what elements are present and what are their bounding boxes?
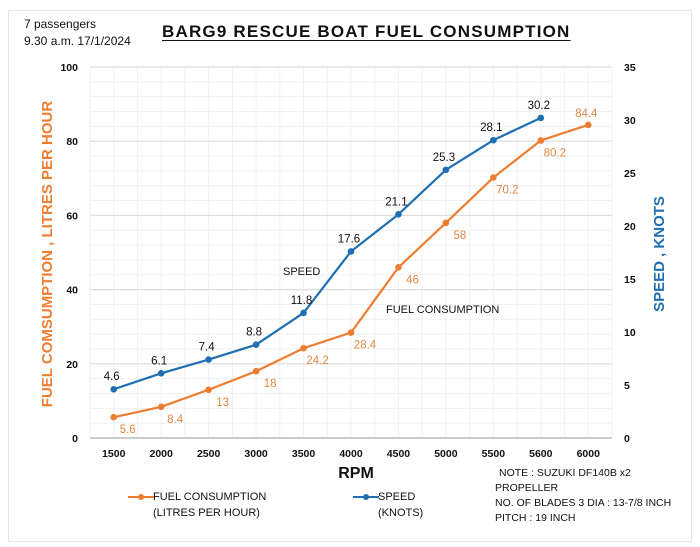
x-tick-label: 3500 <box>292 448 316 460</box>
data-point-fuel <box>584 121 592 129</box>
data-label-speed: 25.3 <box>433 152 455 164</box>
chart-frame <box>8 10 692 542</box>
data-label-speed: 7.4 <box>199 342 216 354</box>
data-label-speed: 8.8 <box>246 327 262 339</box>
data-point-speed <box>205 356 212 363</box>
x-tick-label: 2000 <box>150 448 174 460</box>
series-layer <box>110 114 592 421</box>
date-time-label: 9.30 a.m. 17/1/2024 <box>24 34 131 48</box>
data-label-fuel: 5.6 <box>120 424 136 436</box>
y-right-tick-label: 15 <box>624 274 636 286</box>
data-point-speed <box>300 309 307 317</box>
data-label-speed: 4.6 <box>104 371 120 383</box>
annotation-fuel-consumption: FUEL CONSUMPTION <box>386 304 499 316</box>
y-right-tick-label: 20 <box>624 221 636 233</box>
data-point-fuel <box>157 403 165 411</box>
data-point-fuel <box>205 386 212 394</box>
data-label-fuel: 24.2 <box>306 355 328 367</box>
data-point-speed <box>157 370 165 377</box>
data-label-speed: 21.1 <box>385 196 407 208</box>
data-label-fuel: 70.2 <box>496 185 518 197</box>
y-axis-left-label: FUEL COMSUMPTION , LITRES PER HOUR <box>39 101 56 408</box>
legend-item-speed: SPEED (KNOTS) <box>353 489 423 521</box>
note-blades: NO. OF BLADES 3 DIA : 13-7/8 INCH <box>495 497 672 509</box>
x-tick-label: 5500 <box>482 448 506 460</box>
y-right-tick-label: 35 <box>624 62 636 74</box>
data-point-fuel <box>395 264 402 271</box>
note-propeller: PROPELLER <box>495 482 559 494</box>
legend-swatch-fuel <box>128 494 154 500</box>
note-pitch: PITCH : 19 INCH <box>495 512 576 524</box>
engine-note: NOTE : SUZUKI DF140B x2 PROPELLER NO. OF… <box>495 466 671 526</box>
data-point-fuel <box>442 219 450 227</box>
note-engine: NOTE : SUZUKI DF140B x2 <box>499 467 631 479</box>
y-right-tick-label: 5 <box>624 380 630 392</box>
data-label-speed: 28.1 <box>480 122 502 134</box>
chart-title: BARG9 RESCUE BOAT FUEL CONSUMPTION <box>162 22 571 41</box>
data-point-speed <box>490 136 497 144</box>
y-axis-right-label: SPEED , KNOTS <box>651 196 668 312</box>
data-point-fuel <box>490 174 497 181</box>
y-left-tick-label: 40 <box>66 285 78 297</box>
data-label-fuel: 18 <box>264 378 277 390</box>
x-axis-label: RPM <box>338 465 374 482</box>
data-point-fuel <box>537 137 545 144</box>
data-label-fuel: 80.2 <box>544 147 566 159</box>
y-left-tick-label: 20 <box>66 359 78 371</box>
data-labels: 5.6 8.4 13 18 24.2 28.4 46 58 70.2 80.2 84.4 4.6 6.1… <box>104 100 598 436</box>
y-right-tick-label: 0 <box>624 433 630 445</box>
y-left-tick-label: 100 <box>60 62 78 74</box>
data-point-fuel <box>252 367 260 375</box>
axes: 0 20 40 60 80 100 0 5 10 15 20 25 30 35 1500 2000 2500 30… <box>60 62 635 460</box>
data-point-speed <box>110 385 118 393</box>
data-point-speed <box>395 211 402 218</box>
passengers-label: 7 passengers <box>24 17 97 31</box>
x-tick-label: 2500 <box>197 448 221 460</box>
data-point-speed <box>442 166 450 174</box>
data-label-fuel: 28.4 <box>354 340 377 352</box>
x-tick-label: 1500 <box>102 448 126 460</box>
legend-sublabel-fuel: (LITRES PER HOUR) <box>153 507 260 519</box>
gridlines <box>89 66 613 439</box>
legend-item-fuel: FUEL CONSUMPTION (LITRES PER HOUR) <box>128 489 266 521</box>
data-label-fuel: 46 <box>406 274 419 286</box>
x-tick-label: 4500 <box>387 448 411 460</box>
data-label-fuel: 84.4 <box>575 108 598 120</box>
data-label-speed: 11.8 <box>291 295 313 307</box>
y-left-tick-label: 0 <box>72 433 78 445</box>
data-point-speed <box>537 114 545 122</box>
legend-label-fuel: FUEL CONSUMPTION <box>153 491 267 503</box>
annotation-speed: SPEED <box>283 266 320 278</box>
x-tick-label: 4000 <box>339 448 363 460</box>
data-point-fuel <box>347 329 355 336</box>
x-tick-label: 3000 <box>244 448 268 460</box>
y-left-tick-label: 60 <box>66 210 78 222</box>
data-point-speed <box>252 341 260 349</box>
x-tick-label: 6000 <box>577 448 601 460</box>
data-point-speed <box>347 248 355 255</box>
y-left-tick-label: 80 <box>66 136 78 148</box>
x-tick-label: 5000 <box>434 448 458 460</box>
test-info: 7 passengers 9.30 a.m. 17/1/2024 <box>24 16 131 50</box>
data-label-fuel: 58 <box>454 230 467 242</box>
data-label-fuel: 8.4 <box>167 414 184 426</box>
y-right-tick-label: 25 <box>624 168 636 180</box>
series-line-speed <box>113 116 542 391</box>
data-label-speed: 17.6 <box>338 233 360 245</box>
data-label-speed: 6.1 <box>151 355 167 367</box>
data-label-fuel: 13 <box>216 397 229 409</box>
y-right-tick-label: 30 <box>624 115 636 127</box>
data-point-fuel <box>110 413 118 421</box>
legend-swatch-speed <box>353 494 379 500</box>
data-point-fuel <box>300 344 307 352</box>
legend-sublabel-speed: (KNOTS) <box>378 507 424 519</box>
x-tick-label: 5600 <box>529 448 553 460</box>
legend-label-speed: SPEED <box>378 491 416 503</box>
y-right-tick-label: 10 <box>624 327 636 339</box>
data-label-speed: 30.2 <box>528 100 550 112</box>
